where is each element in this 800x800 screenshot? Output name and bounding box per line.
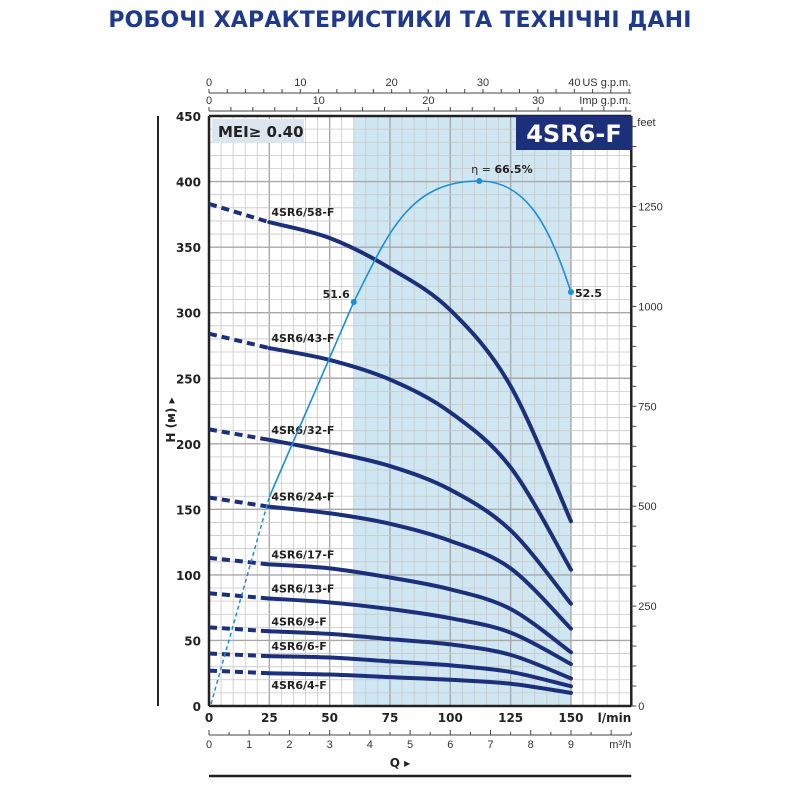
- m3h-tick-label: 6: [447, 739, 453, 751]
- page-title: РОБОЧІ ХАРАКТЕРИСТИКИ ТА ТЕХНІЧНІ ДАНІ: [108, 8, 692, 33]
- q-axis-label: Q ▸: [390, 756, 410, 770]
- pump-curve: [267, 671, 573, 695]
- pump-curve: [267, 504, 573, 631]
- pump-curve: [267, 562, 573, 655]
- feet-tick-label: 250: [638, 601, 656, 613]
- m3h-tick-label: 8: [528, 739, 534, 751]
- y-tick-label: 350: [176, 241, 201, 255]
- curve-dashed-segment: [208, 651, 270, 659]
- pump-curve: [267, 346, 573, 572]
- us-gpm-unit-label: US g.p.m.: [582, 77, 631, 89]
- x-tick-label: 25: [261, 711, 278, 725]
- model-badge: 4SR6-F: [526, 120, 622, 148]
- m3h-tick-label: 3: [327, 739, 333, 751]
- curve-label: 4SR6/9-F: [271, 615, 326, 628]
- x-tick-label: 125: [498, 711, 523, 725]
- pump-curves: 4SR6/58-F 4SR6/43-F 4SR6/32-F 4SR6/24-F 4SR6…: [208, 201, 573, 695]
- m3h-tick-label: 7: [487, 739, 493, 751]
- efficiency-point: [567, 289, 574, 295]
- m3h-tick-label: 2: [286, 739, 292, 751]
- curve-dashed-segment: [208, 331, 270, 351]
- m3h-tick-label: 1: [246, 739, 252, 751]
- curve-dashed-segment: [208, 201, 270, 225]
- us-gpm-tick-label: 40: [568, 77, 580, 89]
- curve-dashed-segment: [208, 555, 270, 567]
- us-gpm-tick-label: 0: [206, 77, 212, 89]
- chart-badges: MEI≥ 0.40 4SR6-F: [212, 116, 632, 150]
- curve-label: 4SR6/24-F: [271, 491, 334, 504]
- efficiency-peak-label: η = 66.5%: [471, 163, 532, 176]
- us-gpm-tick-label: 30: [477, 77, 489, 89]
- m3h-tick-label: 4: [367, 739, 373, 751]
- lmin-unit-label: l/min: [598, 711, 632, 725]
- x-tick-label: 150: [558, 711, 583, 725]
- efficiency-left-label: 51.6: [323, 288, 350, 301]
- x-tick-label: 75: [382, 711, 399, 725]
- feet-unit-label: feet: [637, 117, 655, 129]
- pump-curve: [267, 220, 573, 524]
- curve-label: 4SR6/6-F: [271, 640, 326, 653]
- y-tick-label: 450: [176, 110, 201, 124]
- curve-dashed-segment: [208, 625, 270, 634]
- feet-tick-label: 750: [638, 401, 656, 413]
- pump-curve: [267, 596, 573, 667]
- feet-tick-label: 500: [638, 501, 656, 513]
- x-tick-label: 50: [321, 711, 338, 725]
- y-tick-label: 50: [184, 634, 201, 648]
- curve-label: 4SR6/13-F: [271, 582, 334, 595]
- imp-gpm-tick-label: 20: [422, 95, 434, 107]
- y-tick-label: 400: [176, 176, 201, 190]
- y-tick-label: 250: [176, 372, 201, 386]
- h-axis-label: H (м) ▸: [164, 397, 178, 442]
- curve-label: 4SR6/32-F: [271, 424, 334, 437]
- imp-gpm-tick-label: 10: [313, 95, 325, 107]
- feet-tick-label: 1250: [638, 202, 662, 214]
- imp-gpm-tick-label: 30: [532, 95, 544, 107]
- curve-dashed-segment: [208, 495, 270, 509]
- curve-label: 4SR6/17-F: [271, 548, 334, 561]
- efficiency-dashed: [210, 496, 271, 705]
- curve-dashed-segment: [208, 668, 270, 676]
- feet-tick-label: 1000: [638, 301, 662, 313]
- us-gpm-tick-label: 10: [294, 77, 306, 89]
- curve-label: 4SR6/43-F: [271, 332, 334, 345]
- x-tick-label: 100: [438, 711, 463, 725]
- efficiency-line: [268, 180, 572, 498]
- y-tick-label: 200: [176, 438, 201, 452]
- m3h-tick-label: 5: [407, 739, 413, 751]
- curve-label: 4SR6/4-F: [271, 679, 326, 692]
- imp-gpm-unit-label: Imp g.p.m.: [579, 95, 631, 107]
- y-tick-label: 100: [176, 569, 201, 583]
- y-tick-label: 150: [176, 503, 201, 517]
- model-badge-bg: [516, 116, 632, 150]
- feet-tick-label: 0: [638, 701, 644, 713]
- mei-badge-bg: [212, 119, 304, 143]
- x-tick-label: 0: [205, 711, 213, 725]
- curve-label: 4SR6/58-F: [271, 206, 334, 219]
- m3h-tick-label: 0: [206, 739, 212, 751]
- curve-dashed-segment: [208, 591, 270, 601]
- mei-badge: MEI≥ 0.40: [218, 123, 304, 141]
- y-tick-label: 300: [176, 307, 201, 321]
- efficiency-point: [476, 178, 483, 184]
- efficiency-point: [350, 299, 357, 305]
- us-gpm-tick-label: 20: [386, 77, 398, 89]
- y-tick-label: 0: [193, 700, 201, 714]
- efficiency-right-label: 52.5: [575, 287, 602, 300]
- efficiency-curve: 51.6 52.5 η = 66.5%: [210, 163, 602, 705]
- pump-curve: [267, 629, 573, 681]
- pump-curve: [267, 437, 573, 606]
- pump-curve: [267, 654, 573, 689]
- m3h-tick-label: 9: [568, 739, 574, 751]
- imp-gpm-tick-label: 0: [206, 95, 212, 107]
- m3h-unit-label: m³/h: [609, 739, 631, 751]
- curve-dashed-segment: [208, 427, 270, 442]
